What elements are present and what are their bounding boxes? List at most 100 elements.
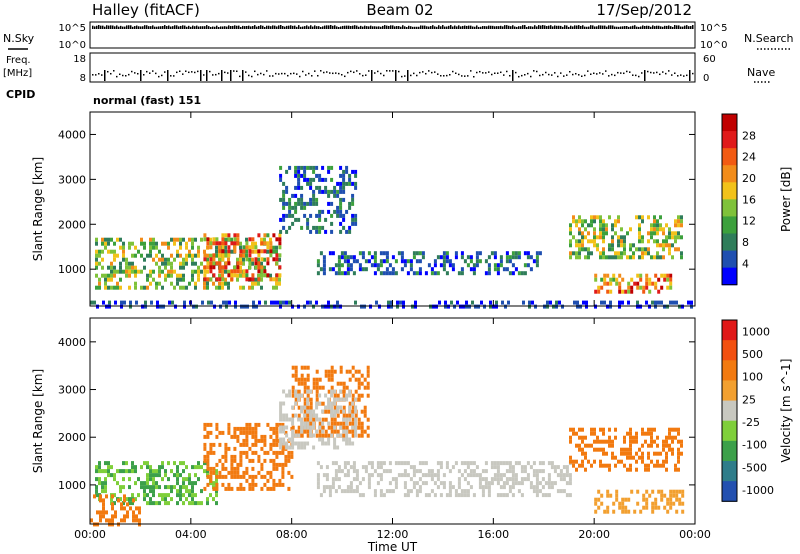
- nsky-mark: [316, 26, 318, 29]
- nsky-mark: [366, 26, 368, 29]
- data-cell: [275, 430, 279, 435]
- data-cell: [442, 263, 446, 268]
- data-cell: [209, 269, 213, 274]
- data-cell: [339, 209, 343, 214]
- data-cell: [297, 425, 301, 430]
- data-cell: [269, 434, 273, 439]
- data-cell: [275, 281, 278, 286]
- nsky-mark: [650, 26, 652, 29]
- data-cell: [575, 443, 578, 448]
- data-cell: [306, 393, 310, 398]
- data-cell: [173, 257, 176, 262]
- data-cell: [300, 373, 304, 378]
- data-cell: [403, 493, 407, 498]
- data-cell: [272, 438, 276, 443]
- data-cell: [233, 273, 237, 278]
- data-cell: [290, 450, 294, 455]
- data-cell: [617, 215, 620, 220]
- nsky-mark: [586, 26, 588, 29]
- nsky-mark: [666, 25, 668, 29]
- data-cell: [287, 450, 291, 455]
- data-cell: [272, 257, 276, 262]
- data-cell: [300, 425, 304, 430]
- data-cell: [418, 271, 422, 276]
- data-cell: [489, 300, 492, 305]
- nsky-mark: [622, 26, 624, 29]
- data-cell: [647, 247, 650, 252]
- data-cell: [306, 177, 310, 182]
- nsky-mark: [158, 26, 160, 29]
- data-cell: [279, 304, 282, 309]
- data-cell: [623, 243, 626, 248]
- freq-point: [479, 70, 481, 73]
- freq-point: [161, 74, 163, 77]
- data-cell: [297, 405, 301, 410]
- data-cell: [345, 441, 349, 446]
- nsky-mark: [180, 25, 182, 29]
- freq-point: [476, 71, 478, 74]
- data-cell: [312, 433, 316, 438]
- data-cell: [203, 269, 207, 274]
- data-cell: [191, 277, 194, 282]
- data-cell: [279, 197, 283, 202]
- colorbar-tick-label: -1000: [742, 484, 774, 497]
- data-cell: [663, 277, 667, 282]
- data-cell: [260, 466, 264, 471]
- nsky-mark: [620, 26, 622, 29]
- data-cell: [131, 461, 134, 466]
- data-cell: [233, 265, 237, 270]
- data-cell: [203, 486, 207, 491]
- data-cell: [327, 369, 331, 374]
- data-cell: [343, 465, 347, 470]
- data-cell: [400, 259, 404, 264]
- data-cell: [436, 255, 440, 260]
- nsky-mark: [614, 26, 616, 29]
- data-cell: [282, 401, 286, 406]
- nsky-mark: [148, 26, 150, 29]
- data-cell: [517, 481, 521, 486]
- data-cell: [593, 239, 596, 244]
- freq-point: [224, 71, 226, 74]
- data-cell: [333, 369, 337, 374]
- data-cell: [354, 409, 358, 414]
- data-cell: [403, 263, 407, 268]
- data-cell: [149, 281, 152, 286]
- data-cell: [102, 510, 105, 515]
- freq-point: [560, 72, 562, 74]
- data-cell: [131, 501, 134, 506]
- data-cell: [351, 405, 355, 410]
- data-cell: [391, 489, 395, 494]
- data-cell: [523, 477, 527, 482]
- data-cell: [466, 255, 470, 260]
- data-cell: [499, 477, 503, 482]
- nsky-mark: [628, 26, 630, 29]
- data-cell: [340, 271, 344, 276]
- data-cell: [650, 235, 653, 240]
- data-cell: [95, 261, 98, 266]
- data-cell: [239, 273, 242, 278]
- data-cell: [345, 169, 349, 174]
- data-cell: [333, 421, 337, 426]
- data-cell: [290, 454, 294, 459]
- data-cell: [324, 304, 327, 309]
- freq-point: [482, 72, 484, 74]
- data-cell: [113, 501, 116, 506]
- data-cell: [288, 445, 292, 450]
- data-cell: [644, 439, 647, 444]
- data-cell: [487, 485, 491, 490]
- nsky-mark: [146, 25, 148, 29]
- data-cell: [230, 466, 234, 471]
- data-cell: [221, 245, 225, 250]
- nsky-mark: [204, 26, 206, 29]
- nsky-mark: [338, 26, 340, 29]
- data-cell: [600, 300, 603, 305]
- data-cell: [666, 497, 670, 502]
- data-cell: [366, 369, 370, 374]
- data-cell: [385, 271, 389, 276]
- data-cell: [242, 438, 246, 443]
- data-cell: [227, 470, 231, 475]
- nsky-mark: [276, 26, 278, 29]
- data-cell: [215, 261, 219, 266]
- data-cell: [575, 219, 578, 224]
